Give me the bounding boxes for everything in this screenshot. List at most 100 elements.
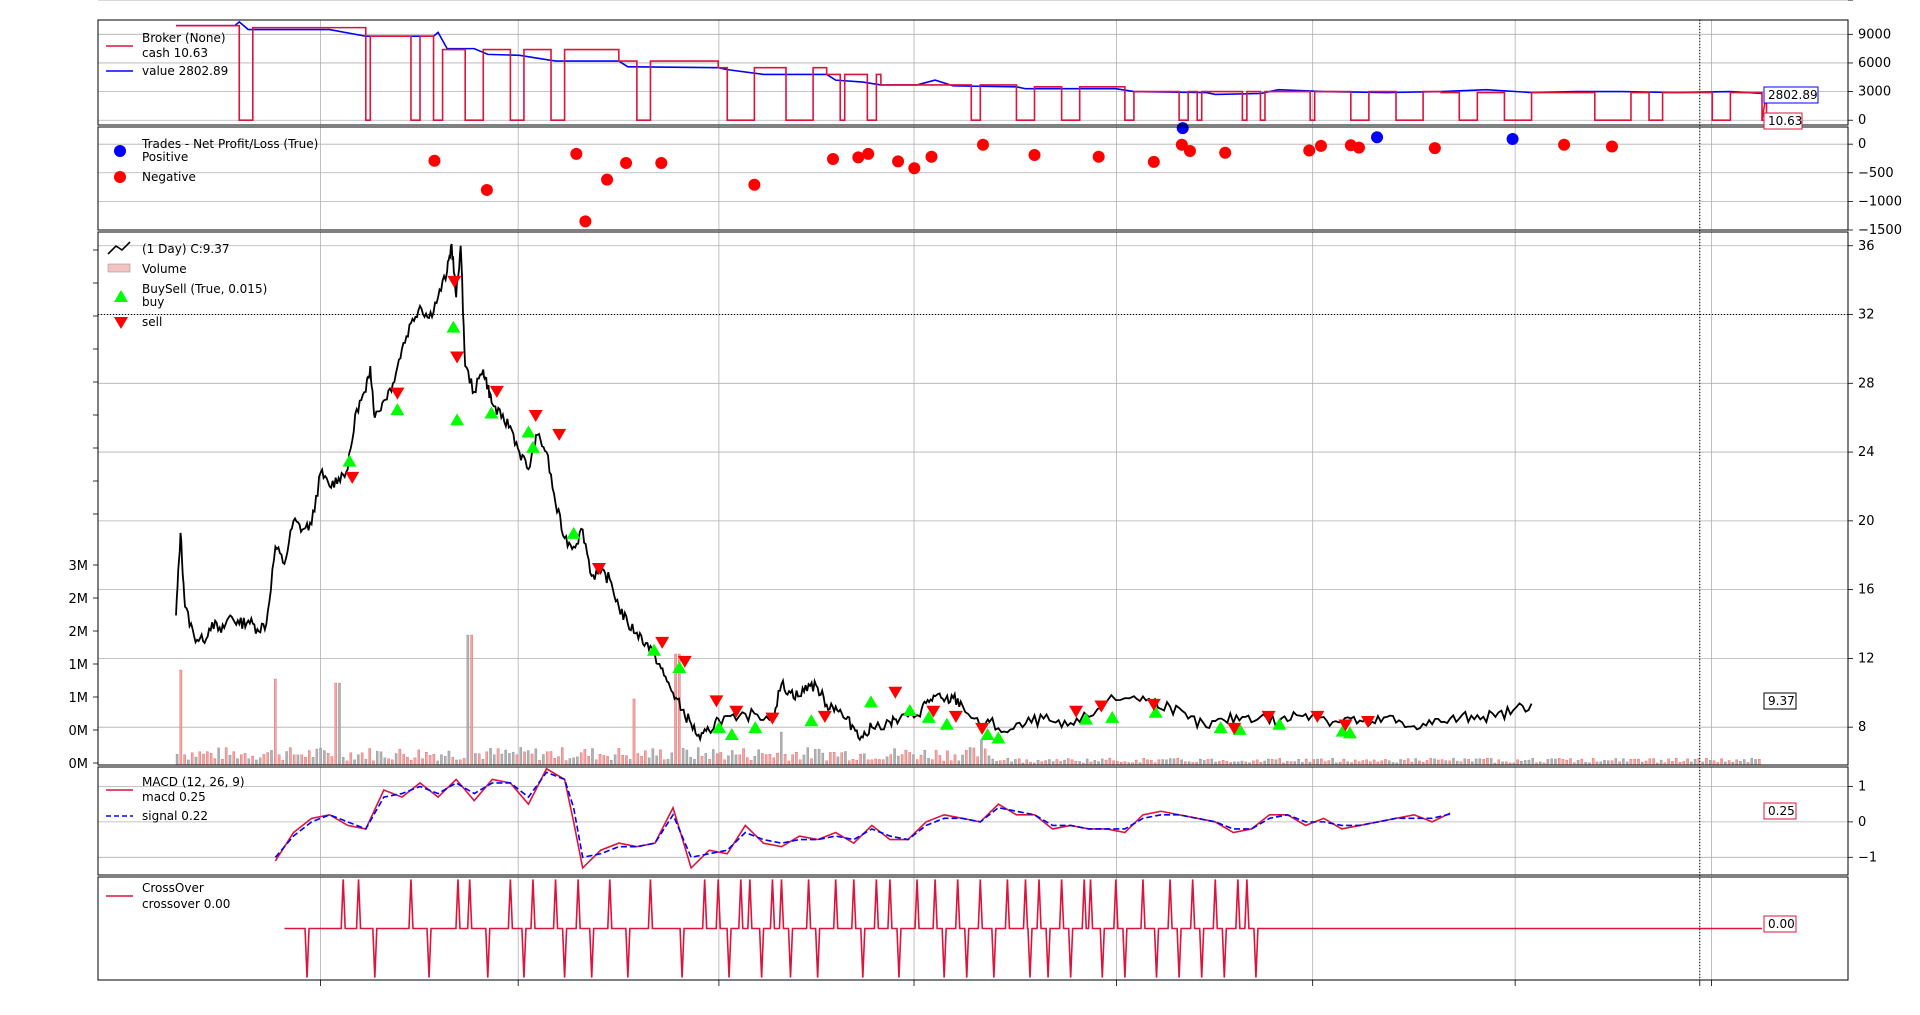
volume-bar — [628, 759, 632, 766]
volume-bar — [391, 759, 394, 766]
sell-marker — [1261, 710, 1276, 723]
volume-bar — [289, 747, 292, 766]
negative-legend-marker — [114, 171, 126, 183]
sell-marker — [888, 686, 903, 699]
volume-bar — [946, 750, 949, 766]
volume-bar — [602, 755, 606, 766]
volume-bar — [530, 753, 534, 766]
volume-bar — [610, 760, 613, 766]
broker-legend: Broker (None) cash 10.63 value 2802.89 — [106, 31, 228, 78]
sell-marker — [1338, 719, 1353, 732]
volume-bar — [413, 757, 417, 766]
price-y-tick-label: 16 — [1858, 583, 1875, 598]
volume-bar — [1591, 758, 1595, 766]
broker-legend-title: Broker (None) — [142, 31, 226, 45]
volume-bar — [704, 753, 708, 766]
volume-tick-label: 1M — [69, 691, 89, 706]
volume-bar — [931, 759, 934, 766]
sell-marker — [1094, 700, 1109, 713]
volume-tick-label: 2M — [69, 592, 89, 607]
volume-bar — [802, 754, 806, 766]
volume-bar — [1735, 759, 1738, 766]
volume-bar — [228, 754, 232, 766]
volume-bar — [795, 752, 798, 766]
volume-bar — [1463, 758, 1467, 766]
volume-bar — [534, 748, 538, 766]
cash-line — [176, 24, 1768, 122]
volume-bar — [1354, 759, 1357, 766]
volume-bar — [1384, 759, 1387, 766]
trades-y-tick-label: 0 — [1858, 137, 1866, 152]
volume-bar — [255, 759, 258, 766]
negative-trade-marker — [655, 157, 668, 170]
volume-bar — [1478, 758, 1482, 766]
negative-trade-marker — [1558, 138, 1571, 151]
volume-bar — [644, 750, 647, 766]
sell-marker — [1310, 710, 1325, 723]
volume-bar — [1051, 761, 1055, 766]
volume-bar — [923, 749, 927, 766]
volume-bar — [179, 669, 183, 766]
volume-bar — [878, 759, 881, 766]
volume-bar — [1002, 760, 1006, 766]
volume-bar — [1093, 760, 1096, 766]
volume-bar — [972, 747, 976, 766]
volume-bar — [855, 760, 859, 766]
trades-y-tick-label: −1000 — [1858, 194, 1902, 209]
negative-trade-marker — [892, 155, 905, 168]
volume-bar — [738, 754, 742, 766]
volume-bar — [1293, 761, 1297, 766]
volume-bar — [319, 747, 322, 766]
volume-bar — [1712, 760, 1716, 766]
volume-bar — [451, 757, 455, 766]
volume-bar — [1576, 759, 1580, 766]
sell-marker — [765, 712, 780, 725]
volume-bar — [1289, 761, 1293, 766]
negative-trade-marker — [1183, 145, 1196, 158]
volume-bar — [632, 698, 636, 766]
volume-bar — [236, 758, 239, 766]
volume-bar — [776, 752, 779, 766]
volume-bar — [927, 758, 930, 766]
volume-bar — [768, 754, 772, 766]
sell-marker — [1146, 698, 1161, 711]
volume-bar — [897, 755, 900, 766]
trades-y-tick-label: −500 — [1858, 166, 1894, 181]
crossover-y-tick-label: −1 — [1858, 0, 1877, 4]
volume-bar — [991, 758, 995, 766]
volume-bar — [806, 747, 809, 766]
price-tag-box — [1763, 692, 1797, 710]
volume-bar — [583, 749, 587, 766]
volume-bar — [1218, 761, 1221, 766]
volume-bar — [247, 758, 251, 766]
sell-marker — [447, 275, 462, 288]
buy-marker — [724, 728, 739, 741]
volume-bar — [1754, 759, 1757, 766]
volume-tick-label: 3M — [69, 559, 89, 574]
volume-bar — [334, 682, 337, 766]
volume-bar — [1233, 761, 1236, 766]
volume-bar — [1644, 760, 1648, 766]
volume-bar — [606, 756, 609, 766]
volume-bar — [1135, 759, 1138, 766]
buy-legend-label: buy — [142, 295, 164, 309]
volume-bar — [825, 760, 828, 766]
volume-bar — [315, 748, 319, 766]
macd-tag-box — [1763, 802, 1797, 820]
buy-marker — [902, 703, 917, 716]
buy-marker — [1079, 712, 1094, 725]
volume-bar — [285, 751, 288, 766]
volume-bar — [727, 755, 730, 766]
volume-bar — [1059, 761, 1062, 766]
volume-bar — [1346, 761, 1349, 766]
volume-bar — [1693, 759, 1697, 766]
volume-bar — [338, 682, 341, 766]
volume-bar — [757, 749, 760, 766]
positive-legend-label: Positive — [142, 150, 188, 164]
volume-bar — [240, 754, 243, 766]
volume-bar — [708, 759, 711, 766]
volume-bar — [810, 758, 813, 766]
volume-bar — [832, 752, 836, 766]
volume-bar — [700, 756, 704, 766]
